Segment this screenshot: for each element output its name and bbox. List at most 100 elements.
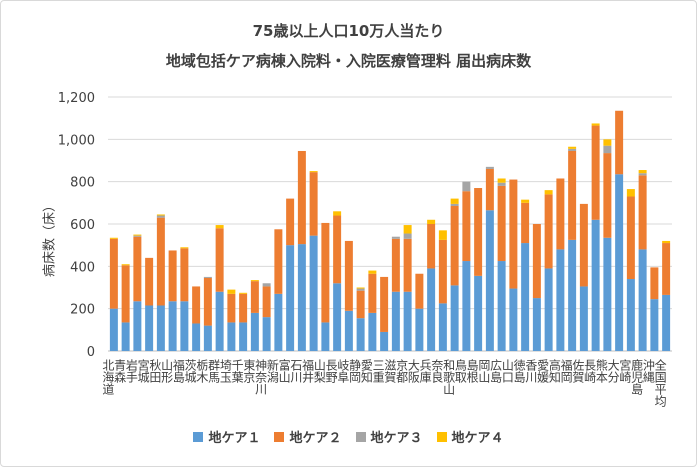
bar-segment <box>521 199 530 203</box>
x-tick-label: 岩手 <box>124 358 138 383</box>
bar-segment <box>321 322 330 351</box>
bar-segment <box>626 196 635 280</box>
bar-segment <box>603 237 612 351</box>
x-tick-label: 兵庫 <box>418 359 432 384</box>
x-tick-label: 山形 <box>160 359 174 384</box>
bar-segment <box>344 240 353 311</box>
bar-segment <box>297 150 306 245</box>
x-tick-label: 愛知 <box>359 359 373 384</box>
bar-segment <box>145 257 154 306</box>
bar-segment <box>239 293 248 323</box>
bar-segment <box>145 305 154 351</box>
legend-swatch <box>274 431 285 442</box>
bar-segment <box>250 280 259 282</box>
legend: 地ケア１ 地ケア２ 地ケア３ 地ケア４ <box>0 427 697 446</box>
x-tick-label: 山口 <box>500 359 514 383</box>
x-tick-label: 福井 <box>301 358 315 384</box>
bar-segment <box>262 317 271 351</box>
legend-swatch <box>193 431 204 442</box>
x-tick-label: 広島 <box>489 359 503 384</box>
bar-segment <box>133 235 142 237</box>
legend-swatch <box>436 431 447 442</box>
bar-segment <box>274 229 283 294</box>
bar-segment <box>626 279 635 351</box>
bar-segment <box>239 322 248 351</box>
bar-segment <box>544 194 553 269</box>
bar-segment <box>391 236 400 239</box>
bar-segment <box>180 247 189 249</box>
bar-segment <box>203 276 212 278</box>
bar-segment <box>427 268 436 351</box>
chart-subtitle: 地域包括ケア病棟入院料・入院医療管理料 届出病床数 <box>165 52 532 70</box>
bar-segment <box>133 236 142 302</box>
legend-label: 地ケア１ <box>208 431 261 446</box>
bar-segment <box>121 322 130 351</box>
bar-segment <box>615 110 624 175</box>
bar-segment <box>568 148 577 151</box>
bar-segment <box>650 267 659 300</box>
bar-segment <box>391 291 400 351</box>
x-tick-label: 岐阜 <box>336 359 350 383</box>
x-tick-label: 神奈川 <box>254 359 268 395</box>
bar-segment <box>403 291 412 351</box>
bar-segment <box>168 250 177 302</box>
x-tick-label: 香川 <box>524 359 538 383</box>
x-tick-label: 大分 <box>606 359 620 384</box>
y-tick-label: 1,200 <box>58 91 95 106</box>
x-tick-label: 鹿児島 <box>630 358 644 396</box>
bar-segment <box>227 293 236 323</box>
bar-segment <box>250 281 259 313</box>
x-tick-label: 滋賀 <box>383 359 397 384</box>
y-tick-label: 600 <box>70 218 95 233</box>
bar-segment <box>133 301 142 351</box>
bar-segment <box>497 261 506 351</box>
bar-segment <box>356 288 365 291</box>
x-tick-label: 富山 <box>277 358 291 383</box>
bar-segment <box>286 198 295 246</box>
bar-segment <box>591 125 600 220</box>
bar-segment <box>215 228 224 292</box>
bar-segment <box>180 248 189 302</box>
bar-segment <box>403 238 412 292</box>
bar-segment <box>250 312 259 351</box>
bar-segment <box>356 287 365 289</box>
bar-segment <box>521 243 530 351</box>
x-tick-label: 佐賀 <box>571 359 585 384</box>
bar-segment <box>239 292 248 294</box>
bar-segment <box>509 288 518 351</box>
bar-segment <box>121 265 130 323</box>
legend-label: 地ケア４ <box>451 431 504 446</box>
bar-segment <box>356 290 365 319</box>
x-tick-label: 千葉 <box>230 359 244 383</box>
x-tick-label: 和歌山 <box>442 359 456 395</box>
bar-segment <box>568 239 577 351</box>
bar-segment <box>568 150 577 240</box>
legend-swatch <box>355 431 366 442</box>
bar-segment <box>556 178 565 250</box>
bar-segment <box>638 173 647 176</box>
bar-segment <box>368 270 377 274</box>
x-tick-label: 長野 <box>324 359 338 383</box>
bar-segment <box>262 283 271 287</box>
y-axis-label: 病床数（床） <box>43 199 58 277</box>
bar-segment <box>485 166 494 169</box>
x-tick-label: 宮城 <box>136 358 150 384</box>
bar-segment <box>368 312 377 351</box>
x-tick-label: 福岡 <box>559 358 573 383</box>
bar-segment <box>215 225 224 229</box>
bar-segment <box>497 185 506 262</box>
bar-segment <box>615 174 624 351</box>
bar-segment <box>485 168 494 211</box>
bar-segment <box>133 234 142 236</box>
bar-segment <box>109 308 118 351</box>
bar-segment <box>156 215 165 218</box>
x-tick-label: 高知 <box>547 358 561 384</box>
y-tick-label: 800 <box>70 176 95 191</box>
bar-segment <box>650 299 659 351</box>
x-tick-label: 大阪 <box>406 359 420 384</box>
chart-plot: 0 200 400 600 800 1,000 1,200 北海道青森岩手宮城秋田山形福島茨… <box>43 91 672 408</box>
legend-item: 地ケア２ <box>274 427 342 446</box>
bar-segment <box>497 182 506 186</box>
bar-segment <box>391 238 400 292</box>
bar-segment <box>415 308 424 351</box>
